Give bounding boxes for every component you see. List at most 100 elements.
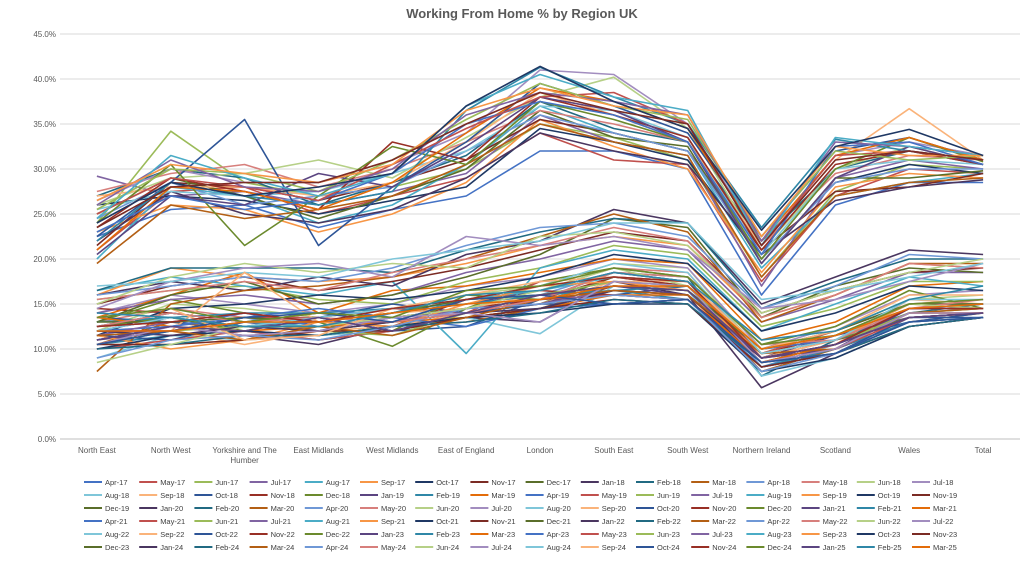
legend-label: Jan-25 xyxy=(823,543,846,552)
legend-label: May-21 xyxy=(160,517,185,526)
series-line xyxy=(96,253,984,337)
legend-label: Jul-23 xyxy=(712,530,732,539)
legend-label: Nov-18 xyxy=(271,491,295,500)
x-tick-label: East Midlands xyxy=(293,446,343,455)
legend-label: Nov-22 xyxy=(271,530,295,539)
legend-label: Jun-24 xyxy=(436,543,459,552)
legend-label: Feb-22 xyxy=(657,517,681,526)
legend-label: Feb-19 xyxy=(436,491,460,500)
x-tick-label: South East xyxy=(594,446,634,455)
x-tick-label: Total xyxy=(975,446,992,455)
legend-label: Nov-20 xyxy=(712,504,736,513)
legend-label: May-22 xyxy=(823,517,848,526)
legend-label: Feb-25 xyxy=(878,543,902,552)
legend-label: Jun-18 xyxy=(878,478,901,487)
legend-label: Apr-17 xyxy=(105,478,128,487)
y-axis-ticks: 0.0% 5.0% 10.0% 15.0% 20.0% 25.0% 30.0% 35.0% 40… xyxy=(33,30,56,444)
legend-label: Mar-23 xyxy=(491,530,515,539)
legend-label: Nov-21 xyxy=(491,517,515,526)
legend-label: Jul-24 xyxy=(491,543,511,552)
series-line xyxy=(96,132,984,256)
legend-label: Jul-21 xyxy=(271,517,291,526)
x-tick-label: London xyxy=(527,446,554,455)
legend-label: Mar-22 xyxy=(712,517,736,526)
legend-label: Nov-24 xyxy=(712,543,736,552)
series-line xyxy=(96,73,984,247)
series-line xyxy=(96,249,984,355)
x-tick-label: Wales xyxy=(898,446,920,455)
legend-label: Jul-22 xyxy=(933,517,953,526)
legend-label: Dec-20 xyxy=(767,504,791,513)
x-tick-label: Yorkshire and The Humber xyxy=(212,446,277,465)
legend-label: Jul-19 xyxy=(712,491,732,500)
y-tick-label: 10.0% xyxy=(33,345,56,354)
y-tick-label: 35.0% xyxy=(33,120,56,129)
y-tick-label: 30.0% xyxy=(33,165,56,174)
legend-label: Mar-25 xyxy=(933,543,957,552)
legend-label: Jun-22 xyxy=(878,517,901,526)
y-tick-label: 0.0% xyxy=(38,435,56,444)
legend-label: Apr-20 xyxy=(326,504,349,513)
legend-label: Apr-21 xyxy=(105,517,128,526)
legend-label: Jun-17 xyxy=(215,478,238,487)
legend-label: Mar-19 xyxy=(491,491,515,500)
series-lines xyxy=(96,65,984,389)
legend-label: Dec-17 xyxy=(547,478,571,487)
x-axis-ticks: North East North West Yorkshire and The Hum… xyxy=(78,446,992,465)
legend-label: Oct-18 xyxy=(215,491,238,500)
legend-label: Mar-21 xyxy=(933,504,957,513)
legend-label: Jul-20 xyxy=(491,504,511,513)
series-line xyxy=(96,222,984,310)
legend-label: Sep-20 xyxy=(602,504,626,513)
legend-label: Dec-24 xyxy=(767,543,791,552)
legend-label: Dec-22 xyxy=(326,530,350,539)
legend-label: Aug-24 xyxy=(547,543,571,552)
series-line xyxy=(96,285,984,350)
legend-label: Feb-20 xyxy=(215,504,239,513)
legend-label: Oct-20 xyxy=(657,504,680,513)
legend-label: Mar-18 xyxy=(712,478,736,487)
x-tick-label: Scotland xyxy=(820,446,851,455)
legend-label: Apr-24 xyxy=(326,543,349,552)
legend-label: Dec-21 xyxy=(547,517,571,526)
legend-label: Apr-19 xyxy=(547,491,570,500)
legend-label: May-18 xyxy=(823,478,848,487)
legend-label: Sep-21 xyxy=(381,517,405,526)
x-tick-label: East of England xyxy=(438,446,494,455)
legend-label: Sep-17 xyxy=(381,478,405,487)
series-line xyxy=(96,109,984,247)
series-line xyxy=(96,91,984,247)
legend-label: May-20 xyxy=(381,504,406,513)
legend-label: Jan-24 xyxy=(160,543,183,552)
series-line xyxy=(96,65,984,231)
x-tick-label: Northern Ireland xyxy=(733,446,791,455)
legend-label: Apr-18 xyxy=(767,478,790,487)
y-tick-label: 5.0% xyxy=(38,390,56,399)
legend-label: Sep-19 xyxy=(823,491,847,500)
legend-label: Sep-18 xyxy=(160,491,184,500)
legend-label: Apr-23 xyxy=(547,530,570,539)
legend-label: Feb-18 xyxy=(657,478,681,487)
legend-label: Mar-24 xyxy=(271,543,295,552)
legend-label: Oct-23 xyxy=(878,530,901,539)
legend-label: Dec-19 xyxy=(105,504,129,513)
legend-label: Jan-19 xyxy=(381,491,404,500)
legend-label: Jun-19 xyxy=(657,491,680,500)
y-tick-label: 40.0% xyxy=(33,75,56,84)
legend-label: May-24 xyxy=(381,543,406,552)
x-tick-label: North East xyxy=(78,446,117,455)
x-tick-label: West Midlands xyxy=(366,446,418,455)
legend-label: Apr-22 xyxy=(767,517,790,526)
legend-label: Aug-19 xyxy=(767,491,791,500)
legend-label: Oct-17 xyxy=(436,478,459,487)
series-line xyxy=(96,123,984,278)
legend-label: Oct-22 xyxy=(215,530,238,539)
y-tick-label: 20.0% xyxy=(33,255,56,264)
legend-label: Aug-22 xyxy=(105,530,129,539)
series-line xyxy=(96,271,984,341)
legend-label: Jun-20 xyxy=(436,504,459,513)
legend-label: Feb-23 xyxy=(436,530,460,539)
legend-label: Jun-23 xyxy=(657,530,680,539)
series-line xyxy=(96,76,984,251)
